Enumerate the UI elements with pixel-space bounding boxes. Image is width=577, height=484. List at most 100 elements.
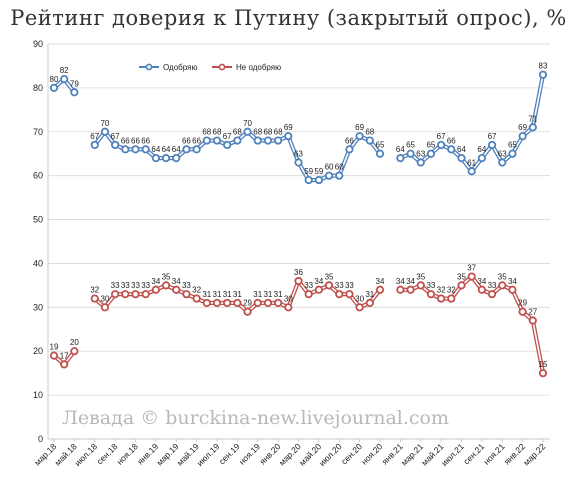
data-point xyxy=(396,285,405,294)
data-label: 33 xyxy=(182,281,191,290)
x-tick-label: сен.19 xyxy=(217,441,242,466)
data-point xyxy=(538,70,548,79)
data-label: 35 xyxy=(325,272,334,281)
data-point xyxy=(314,285,323,294)
data-label: 67 xyxy=(488,132,497,141)
data-label: 68 xyxy=(233,128,242,137)
data-point xyxy=(294,276,303,286)
data-point xyxy=(355,303,364,312)
data-point xyxy=(243,127,252,136)
data-label: 71 xyxy=(528,114,537,123)
data-point xyxy=(274,136,283,145)
data-label: 63 xyxy=(294,150,303,159)
data-label: 34 xyxy=(376,277,385,286)
data-label: 32 xyxy=(192,286,201,295)
watermark: Левада © burckina-new.livejournal.com xyxy=(62,407,449,429)
legend-swatch-marker xyxy=(145,63,153,71)
data-label: 66 xyxy=(141,136,150,145)
data-point xyxy=(335,290,344,299)
data-point xyxy=(233,136,242,145)
data-label: 30 xyxy=(100,294,109,303)
data-label: 66 xyxy=(192,136,201,145)
data-label: 33 xyxy=(335,281,344,290)
data-point xyxy=(263,136,273,145)
y-tick-label: 30 xyxy=(33,302,43,312)
x-tick-label: ноя.21 xyxy=(481,441,507,467)
data-label: 19 xyxy=(50,343,59,352)
data-label: 65 xyxy=(376,141,385,150)
data-label: 63 xyxy=(416,150,425,159)
y-tick-label: 10 xyxy=(33,390,43,400)
data-point xyxy=(223,140,232,150)
data-point xyxy=(508,285,517,294)
data-label: 34 xyxy=(477,277,486,286)
y-tick-label: 90 xyxy=(33,39,43,49)
legend: Одобряю Не одобряю xyxy=(139,63,281,72)
data-label: 68 xyxy=(365,128,374,137)
y-tick-label: 40 xyxy=(33,258,43,268)
data-point xyxy=(365,298,374,308)
data-label: 70 xyxy=(243,119,252,128)
data-point xyxy=(212,136,222,145)
data-label: 70 xyxy=(100,119,109,128)
data-label: 59 xyxy=(304,167,313,176)
data-label: 61 xyxy=(467,158,476,167)
data-point xyxy=(49,83,59,92)
data-label: 33 xyxy=(111,281,120,290)
data-label: 64 xyxy=(162,145,171,154)
data-label: 59 xyxy=(314,167,323,176)
data-point xyxy=(212,298,222,308)
data-point xyxy=(243,307,252,316)
data-label: 20 xyxy=(70,338,79,347)
data-label: 27 xyxy=(528,308,537,317)
data-point xyxy=(518,307,527,316)
legend-label: Одобряю xyxy=(163,63,197,72)
data-label: 64 xyxy=(457,145,466,154)
data-label: 33 xyxy=(426,281,435,290)
data-point xyxy=(426,290,436,299)
data-point xyxy=(457,154,466,163)
data-point xyxy=(90,140,99,150)
data-label: 35 xyxy=(498,272,507,281)
x-tick-label: ноя.19 xyxy=(237,441,263,467)
x-tick-label: мар.22 xyxy=(521,441,547,467)
data-point xyxy=(375,285,385,294)
data-point xyxy=(111,290,120,299)
data-point xyxy=(467,272,476,281)
data-label: 64 xyxy=(396,145,405,154)
data-point xyxy=(437,140,446,150)
data-point xyxy=(192,294,201,303)
data-label: 30 xyxy=(284,294,293,303)
data-label: 33 xyxy=(304,281,313,290)
data-point xyxy=(172,154,181,163)
data-label: 66 xyxy=(182,136,191,145)
data-point xyxy=(121,290,130,299)
x-tick-label: июл.19 xyxy=(195,441,222,468)
gridlines xyxy=(48,43,550,440)
data-point xyxy=(253,136,262,145)
data-point xyxy=(263,298,273,308)
data-point xyxy=(161,154,171,163)
data-label: 31 xyxy=(274,290,283,299)
data-label: 31 xyxy=(223,290,232,299)
data-label: 33 xyxy=(345,281,354,290)
data-label: 31 xyxy=(233,290,242,299)
data-point xyxy=(508,149,517,158)
data-label: 33 xyxy=(141,281,150,290)
data-label: 69 xyxy=(355,123,364,132)
data-point xyxy=(304,175,313,185)
data-label: 31 xyxy=(365,290,374,299)
data-point xyxy=(314,175,323,185)
data-label: 33 xyxy=(488,281,497,290)
data-point xyxy=(477,154,486,163)
plot-area xyxy=(48,44,550,439)
data-label: 32 xyxy=(90,286,99,295)
data-label: 31 xyxy=(213,290,222,299)
data-label: 33 xyxy=(121,281,130,290)
data-point xyxy=(151,154,160,163)
data-point xyxy=(447,294,456,303)
data-label: 68 xyxy=(274,128,283,137)
chart-title: Рейтинг доверия к Путину (закрытый опрос… xyxy=(10,6,567,30)
